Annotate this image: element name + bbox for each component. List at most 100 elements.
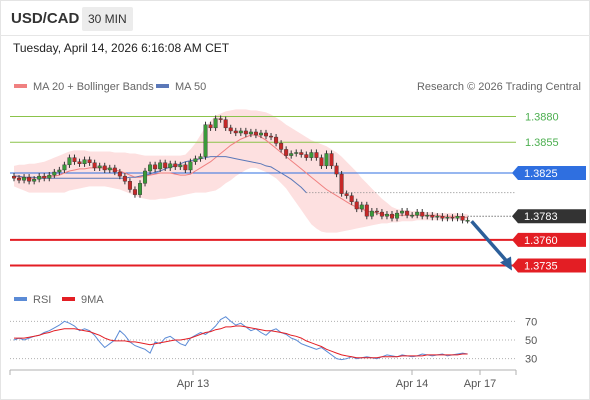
candle-body <box>213 118 218 129</box>
level-tag-pivot <box>512 166 586 181</box>
candle-body <box>304 154 309 158</box>
candle-body <box>379 211 384 217</box>
symbol-title: USD/CAD <box>11 10 80 27</box>
candle-body <box>253 131 258 136</box>
candle-body <box>455 215 460 219</box>
candle-body <box>87 159 92 163</box>
level-tag-support <box>512 258 586 273</box>
candle-body <box>168 163 173 169</box>
chart-header: USD/CAD 30 MIN <box>0 0 590 36</box>
candle-body <box>42 175 47 179</box>
candle-body <box>339 173 344 194</box>
bollinger-band-area <box>14 109 468 233</box>
candle-body <box>92 162 97 169</box>
ma9-legend-label: 9MA <box>81 294 104 306</box>
candle-body <box>440 215 445 219</box>
candle-body <box>299 152 304 155</box>
ma20-legend-label: MA 20 + Bollinger Bands <box>33 81 154 93</box>
candle-body <box>284 149 289 156</box>
candle-body <box>435 215 440 218</box>
level-label-support: 1.3760 <box>524 235 558 247</box>
candle-body <box>274 136 279 144</box>
candle-body <box>374 210 379 213</box>
timestamp: Tuesday, April 14, 2026 6:16:08 AM CET <box>13 41 230 55</box>
candle-body <box>420 211 425 217</box>
time-axis-label: Apr 14 <box>396 378 428 390</box>
candle-body <box>82 159 87 165</box>
candle-body <box>314 152 319 158</box>
candle-body <box>203 124 208 157</box>
candle-body <box>97 165 102 169</box>
time-axis-label: Apr 17 <box>464 378 496 390</box>
candle-body <box>319 157 324 167</box>
header-divider <box>0 35 590 36</box>
level-label-last: 1.3783 <box>524 211 558 223</box>
candle-body <box>67 157 72 166</box>
level-label-support: 1.3735 <box>524 261 558 273</box>
candle-body <box>198 156 203 159</box>
candle-body <box>11 175 16 179</box>
candle-body <box>243 130 248 135</box>
ma50-legend-label: MA 50 <box>175 81 206 93</box>
candles <box>11 115 470 224</box>
candle-body <box>37 175 42 180</box>
candle-body <box>127 181 132 190</box>
candle-body <box>279 143 284 150</box>
candle-body <box>425 214 430 217</box>
bollinger-band <box>14 109 468 233</box>
candle-body <box>143 170 148 184</box>
candle-body <box>465 220 470 222</box>
candle-body <box>57 169 62 173</box>
projection-arrow-shaft <box>470 220 509 263</box>
candle-body <box>390 213 395 219</box>
candle-body <box>27 176 32 182</box>
candle-body <box>183 164 188 171</box>
candle-body <box>188 161 193 171</box>
candle-body <box>248 131 253 135</box>
candle-body <box>193 158 198 162</box>
candle-body <box>52 171 57 176</box>
candle-body <box>112 167 117 173</box>
candle-body <box>405 210 410 216</box>
level-label-resistance: 1.3880 <box>525 112 559 124</box>
candle-body <box>334 165 339 175</box>
level-tag-support <box>512 232 586 247</box>
candle-body <box>77 161 82 165</box>
time-axis: Apr 13 Apr 14 Apr 17 <box>9 369 517 390</box>
candle-body <box>445 217 450 219</box>
candle-body <box>137 183 142 195</box>
level-label-resistance: 1.3855 <box>525 137 559 149</box>
candle-body <box>344 193 349 196</box>
candle-body <box>117 171 122 177</box>
time-axis-label: Apr 13 <box>177 378 209 390</box>
projection <box>470 220 512 271</box>
candle-body <box>450 217 455 219</box>
candle-body <box>173 163 178 168</box>
candle-body <box>329 153 334 167</box>
candle-body <box>359 204 364 210</box>
candle-body <box>460 215 465 221</box>
rsi-legend-swatch <box>14 297 27 301</box>
level-label-pivot: 1.3825 <box>524 168 558 180</box>
level-tag-last <box>512 209 586 224</box>
candle-body <box>47 174 52 179</box>
candle-body <box>384 213 389 217</box>
candle-body <box>349 195 354 203</box>
candle-body <box>395 212 400 219</box>
candle-body <box>258 132 263 136</box>
candle-body <box>62 164 67 171</box>
candle-body <box>163 162 168 169</box>
candle-body <box>132 189 137 195</box>
candle-body <box>153 164 158 170</box>
candle-body <box>148 164 153 172</box>
candle-body <box>32 179 37 182</box>
candle-body <box>233 130 238 134</box>
ma9-legend-swatch <box>62 297 75 301</box>
candle-body <box>72 157 77 162</box>
timeframe-badge[interactable]: 30 MIN <box>82 7 133 31</box>
candle-body <box>17 177 22 181</box>
projection-arrow-head <box>500 256 512 271</box>
candle-body <box>269 135 274 138</box>
candle-body <box>400 210 405 214</box>
candle-body <box>410 214 415 217</box>
